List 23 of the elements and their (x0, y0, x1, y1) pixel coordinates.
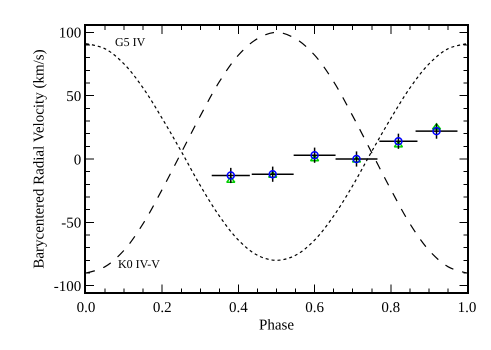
point (432, 123, 442, 130)
x-tick-label: 0.2 (152, 300, 172, 316)
y-tick-label: -100 (54, 278, 82, 295)
point (226, 171, 236, 180)
x-tick-label: 0.8 (381, 300, 400, 316)
x-tick-label: 0.0 (76, 300, 96, 316)
x-tick-label: 0.6 (305, 300, 324, 316)
point (226, 176, 236, 184)
point (310, 154, 320, 162)
point (394, 140, 404, 148)
y-tick-label: 50 (66, 88, 82, 105)
x-tick-label: 0.4 (229, 300, 248, 316)
annotation: G5 IV (115, 35, 146, 49)
y-tick-label: 0 (74, 152, 82, 168)
y-tick-label: -50 (61, 216, 82, 232)
point (310, 150, 319, 160)
x-axis-title: Phase (259, 317, 294, 334)
x-tick-label: 1.0 (458, 300, 476, 316)
annotation: K0 IV-V (118, 257, 160, 271)
y-axis-title: Barycentered Radial Velocity (km/s) (32, 49, 48, 269)
point (432, 126, 441, 136)
y-tick-label: 100 (58, 26, 82, 42)
point (394, 137, 403, 146)
